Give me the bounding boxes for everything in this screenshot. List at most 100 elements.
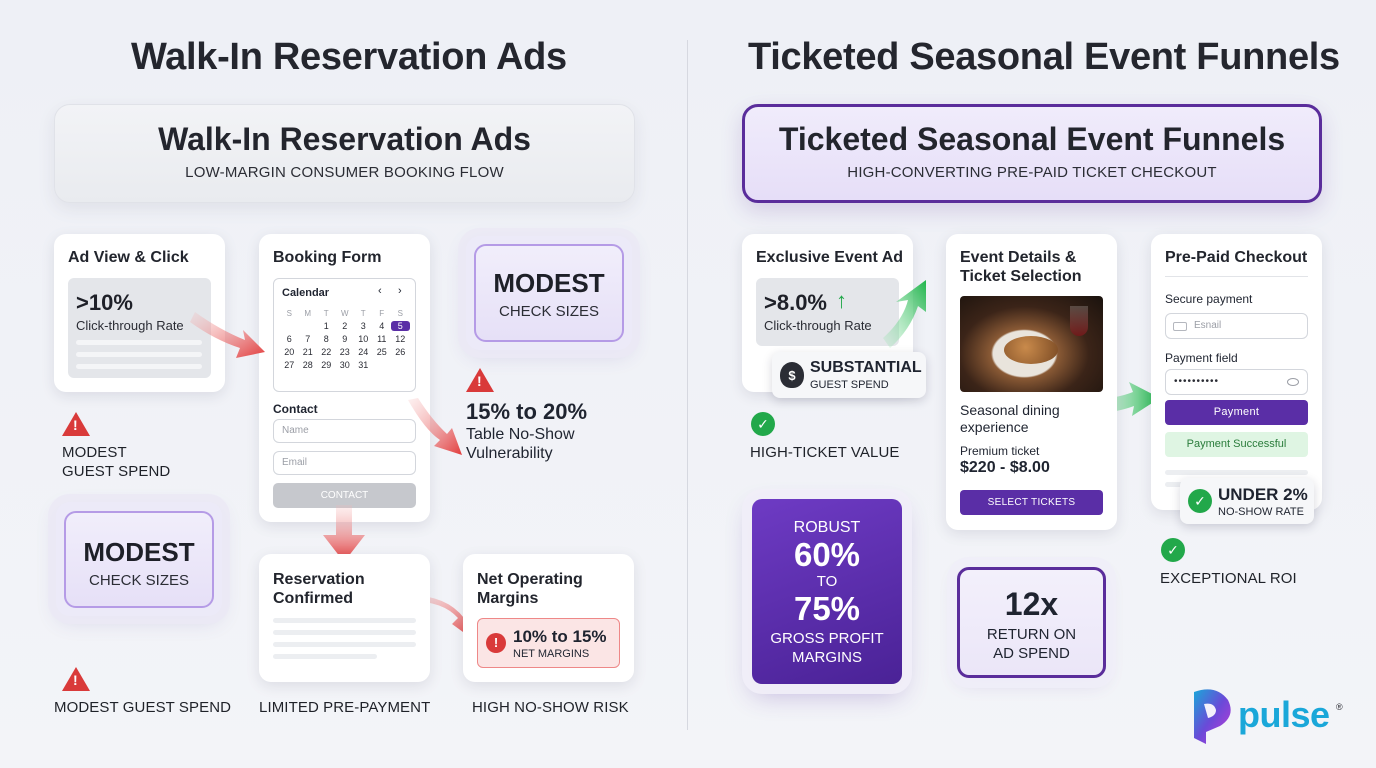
calendar-day[interactable]: 7 — [305, 334, 311, 344]
left-banner-title: Walk-In Reservation Ads — [158, 121, 531, 157]
noshow-stat: 15% to 20% — [466, 399, 588, 424]
eye-icon[interactable] — [1287, 378, 1299, 386]
roas-box: 12x RETURN ON AD SPEND — [957, 567, 1106, 678]
calendar-weekday: W — [340, 309, 349, 318]
substantial-spend-badge: $ SUBSTANTIAL GUEST SPEND — [772, 352, 926, 398]
right-banner: Ticketed Seasonal Event Funnels HIGH-CON… — [742, 104, 1322, 203]
calendar-day[interactable]: 10 — [358, 334, 369, 344]
margins-title2: Margins — [477, 590, 539, 607]
calendar-day[interactable]: 4 — [379, 321, 385, 331]
placeholder-line — [76, 340, 202, 345]
calendar-day[interactable]: 6 — [286, 334, 292, 344]
placeholder-line — [76, 364, 202, 369]
calendar-weekday: S — [286, 309, 292, 318]
calendar-day[interactable]: 11 — [377, 334, 387, 344]
calendar-weekday: F — [379, 309, 385, 318]
select-tickets-button[interactable]: SELECT TICKETS — [960, 490, 1103, 515]
calendar-day[interactable]: 22 — [321, 347, 332, 357]
calendar-day[interactable]: 26 — [395, 347, 406, 357]
chevron-right-icon[interactable]: › — [398, 285, 402, 297]
calendar-day[interactable]: 29 — [321, 360, 332, 370]
substantial-spend-line2: GUEST SPEND — [810, 379, 889, 391]
confirmed-title1: Reservation — [273, 571, 365, 588]
calendar-day[interactable]: 8 — [323, 334, 329, 344]
calendar-days[interactable]: S M T W T F S 1 2 3 4 5 6 7 8 9 10 11 12 20 21 22 23 24 25 26 27 28… — [280, 309, 410, 370]
left-main-title: Walk-In Reservation Ads — [131, 36, 567, 78]
right-banner-subtitle: HIGH-CONVERTING PRE-PAID TICKET CHECKOUT — [847, 164, 1217, 181]
arrow-ad-to-event — [883, 280, 926, 348]
booking-form-title: Booking Form — [273, 249, 382, 266]
check-icon: ✓ — [1188, 489, 1212, 513]
robust-label: ROBUST — [793, 519, 861, 536]
pulse-logo-mark — [1194, 689, 1231, 744]
right-banner-title: Ticketed Seasonal Event Funnels — [778, 121, 1286, 157]
payment-button[interactable]: Payment — [1165, 400, 1308, 425]
modest-box: MODEST CHECK SIZES — [474, 244, 624, 342]
contact-label: Contact — [273, 402, 318, 416]
event-desc1: Seasonal dining — [960, 402, 1060, 418]
net-margins-box: ! 10% to 15% NET MARGINS — [477, 618, 620, 668]
calendar-day[interactable]: 23 — [339, 347, 350, 357]
card-icon — [1173, 322, 1187, 331]
right-main-title: Ticketed Seasonal Event Funnels — [748, 36, 1340, 78]
calendar-day[interactable]: 2 — [342, 321, 348, 331]
checkout-divider — [1165, 276, 1308, 277]
warning-icon: ! — [62, 412, 90, 436]
event-ad-stat-label: Click-through Rate — [764, 318, 872, 333]
robust-line6: MARGINS — [791, 649, 862, 666]
bottom-label-guest: MODEST GUEST SPEND — [54, 699, 232, 716]
arrow-booking-to-noshow — [408, 398, 462, 455]
ticket-label: Premium ticket — [960, 444, 1040, 458]
contact-button[interactable]: CONTACT — [273, 483, 416, 508]
calendar-day[interactable]: 30 — [339, 360, 350, 370]
calendar-day[interactable]: 24 — [358, 347, 369, 357]
calendar-day[interactable]: 20 — [284, 347, 295, 357]
calendar-day[interactable]: 25 — [376, 347, 387, 357]
left-banner: Walk-In Reservation Ads LOW-MARGIN CONSU… — [54, 104, 635, 203]
event-desc2: experience — [960, 419, 1029, 435]
calendar-day[interactable]: 27 — [284, 360, 295, 370]
event-ad-stat: >8.0% — [764, 290, 827, 315]
check-icon: ✓ — [751, 412, 775, 436]
calendar-label: Calendar — [282, 287, 330, 299]
calendar-day[interactable]: 3 — [360, 321, 366, 331]
modest-subtitle: CHECK SIZES — [498, 303, 600, 320]
payment-field-input[interactable]: •••••••••• — [1165, 369, 1308, 395]
noshow-line1: Table No-Show — [466, 426, 575, 443]
name-input[interactable]: Name — [273, 419, 416, 443]
calendar-day[interactable]: 31 — [358, 360, 369, 370]
pulse-logo: pulse ® — [1186, 686, 1346, 746]
noshow-rate-badge: ✓ UNDER 2% NO-SHOW RATE — [1180, 478, 1314, 524]
modest-check-sizes-left: MODEST CHECK SIZES — [56, 502, 222, 616]
warning-icon: ! — [466, 368, 494, 392]
left-banner-subtitle: LOW-MARGIN CONSUMER BOOKING FLOW — [185, 164, 504, 181]
robust-low: 60% — [793, 536, 861, 573]
arrow-booking-to-confirmed — [323, 505, 365, 562]
calendar-day[interactable]: 21 — [302, 347, 313, 357]
payment-field-label: Payment field — [1165, 351, 1238, 365]
net-margins-stat: 10% to 15% — [513, 627, 607, 646]
net-margins-card: Net Operating Margins ! 10% to 15% NET M… — [463, 554, 634, 682]
arrow-ad-to-booking — [190, 312, 265, 358]
net-margins-label: NET MARGINS — [513, 648, 590, 660]
chevron-left-icon[interactable]: ‹ — [378, 285, 382, 297]
roas-line3: AD SPEND — [993, 645, 1070, 662]
email-input[interactable]: Email — [273, 451, 416, 475]
placeholder-line — [273, 642, 416, 647]
placeholder-line — [273, 630, 416, 635]
ad-view-title: Ad View & Click — [68, 249, 189, 266]
calendar-day[interactable]: 5 — [391, 321, 410, 331]
ad-view-stat-label: Click-through Rate — [76, 318, 184, 333]
roas-line2: RETURN ON — [986, 626, 1077, 643]
calendar-day[interactable]: 1 — [323, 321, 329, 331]
calendar-day[interactable]: 28 — [302, 360, 313, 370]
ad-view-stat-box: >10% Click-through Rate — [68, 278, 211, 378]
calendar-widget[interactable]: Calendar ‹ › S M T W T F S 1 2 3 4 5 6 7 8 9 10 11 12 20 21 2… — [273, 278, 416, 392]
calendar-day[interactable]: 9 — [342, 334, 348, 344]
calendar-day[interactable]: 12 — [395, 334, 406, 344]
section-divider — [687, 40, 688, 730]
checkout-email-input[interactable]: Esnail — [1165, 313, 1308, 339]
check-icon: ✓ — [1161, 538, 1185, 562]
calendar-weekday: T — [323, 309, 329, 318]
